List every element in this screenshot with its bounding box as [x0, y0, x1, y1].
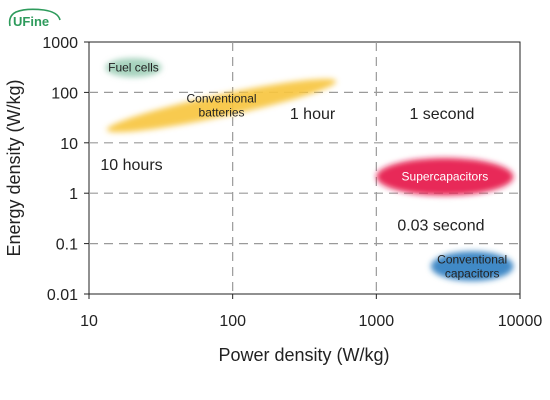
y-tick-label: 100: [51, 85, 78, 102]
x-tick-label: 10000: [498, 313, 543, 330]
region-fuel-cells: [105, 58, 162, 78]
annotations: 1 hour 1 second 10 hours 0.03 second: [100, 106, 484, 235]
x-tick-label: 10: [80, 313, 98, 330]
ufine-logo: UFine: [4, 6, 64, 34]
region-supercapacitors: [376, 157, 514, 196]
region-label-conventional-capacitors: capacitors: [445, 266, 500, 280]
region-label-conventional-batteries: batteries: [199, 106, 245, 120]
region-conventional-batteries: [106, 78, 337, 133]
region-label-fuel-cells: Fuel cells: [108, 61, 159, 75]
logo-text: UFine: [13, 14, 49, 29]
plot-frame: [88, 41, 521, 295]
annotation-label: 10 hours: [100, 157, 162, 174]
region-label-supercapacitors: Supercapacitors: [402, 170, 489, 184]
annotation-label: 0.03 second: [397, 218, 484, 235]
region-label-conventional-batteries: Conventional: [187, 92, 257, 106]
regions: [105, 58, 514, 282]
x-tick-label: 1000: [359, 313, 395, 330]
region-labels: Fuel cellsConventionalbatteriesSupercapa…: [108, 61, 507, 281]
y-tick-label: 10: [60, 136, 78, 153]
y-tick-label: 1: [69, 186, 78, 203]
region-label-conventional-capacitors: Conventional: [437, 252, 507, 266]
y-tick-label: 0.1: [56, 237, 78, 254]
x-axis-label: Power density (W/kg): [218, 345, 389, 365]
x-tick-label: 100: [219, 313, 246, 330]
y-axis-ticks: 0.01 0.1 1 10 100 1000: [42, 35, 89, 304]
logo-swoosh-icon: [8, 8, 61, 27]
y-tick-label: 0.01: [47, 287, 78, 304]
y-axis-label: Energy density (W/kg): [4, 79, 24, 256]
x-axis-ticks: 10 100 1000 10000: [80, 294, 542, 330]
region-conventional-capacitors: [430, 251, 514, 282]
y-tick-label: 1000: [42, 35, 78, 52]
annotation-label: 1 hour: [290, 106, 336, 123]
annotation-label: 1 second: [409, 106, 474, 123]
